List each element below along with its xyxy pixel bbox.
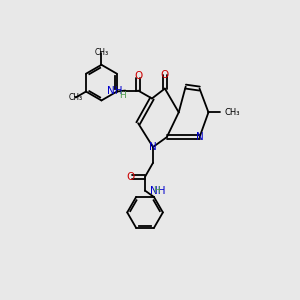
Text: H: H <box>154 186 160 195</box>
Text: O: O <box>134 71 142 81</box>
Text: H: H <box>119 91 126 100</box>
Text: O: O <box>161 70 169 80</box>
Text: NH: NH <box>150 186 166 196</box>
Text: CH₃: CH₃ <box>94 48 109 57</box>
Text: N: N <box>196 132 203 142</box>
Text: O: O <box>126 172 134 182</box>
Text: N: N <box>149 142 157 152</box>
Text: CH₃: CH₃ <box>69 93 83 102</box>
Text: CH₃: CH₃ <box>224 108 240 117</box>
Text: NH: NH <box>107 85 122 96</box>
